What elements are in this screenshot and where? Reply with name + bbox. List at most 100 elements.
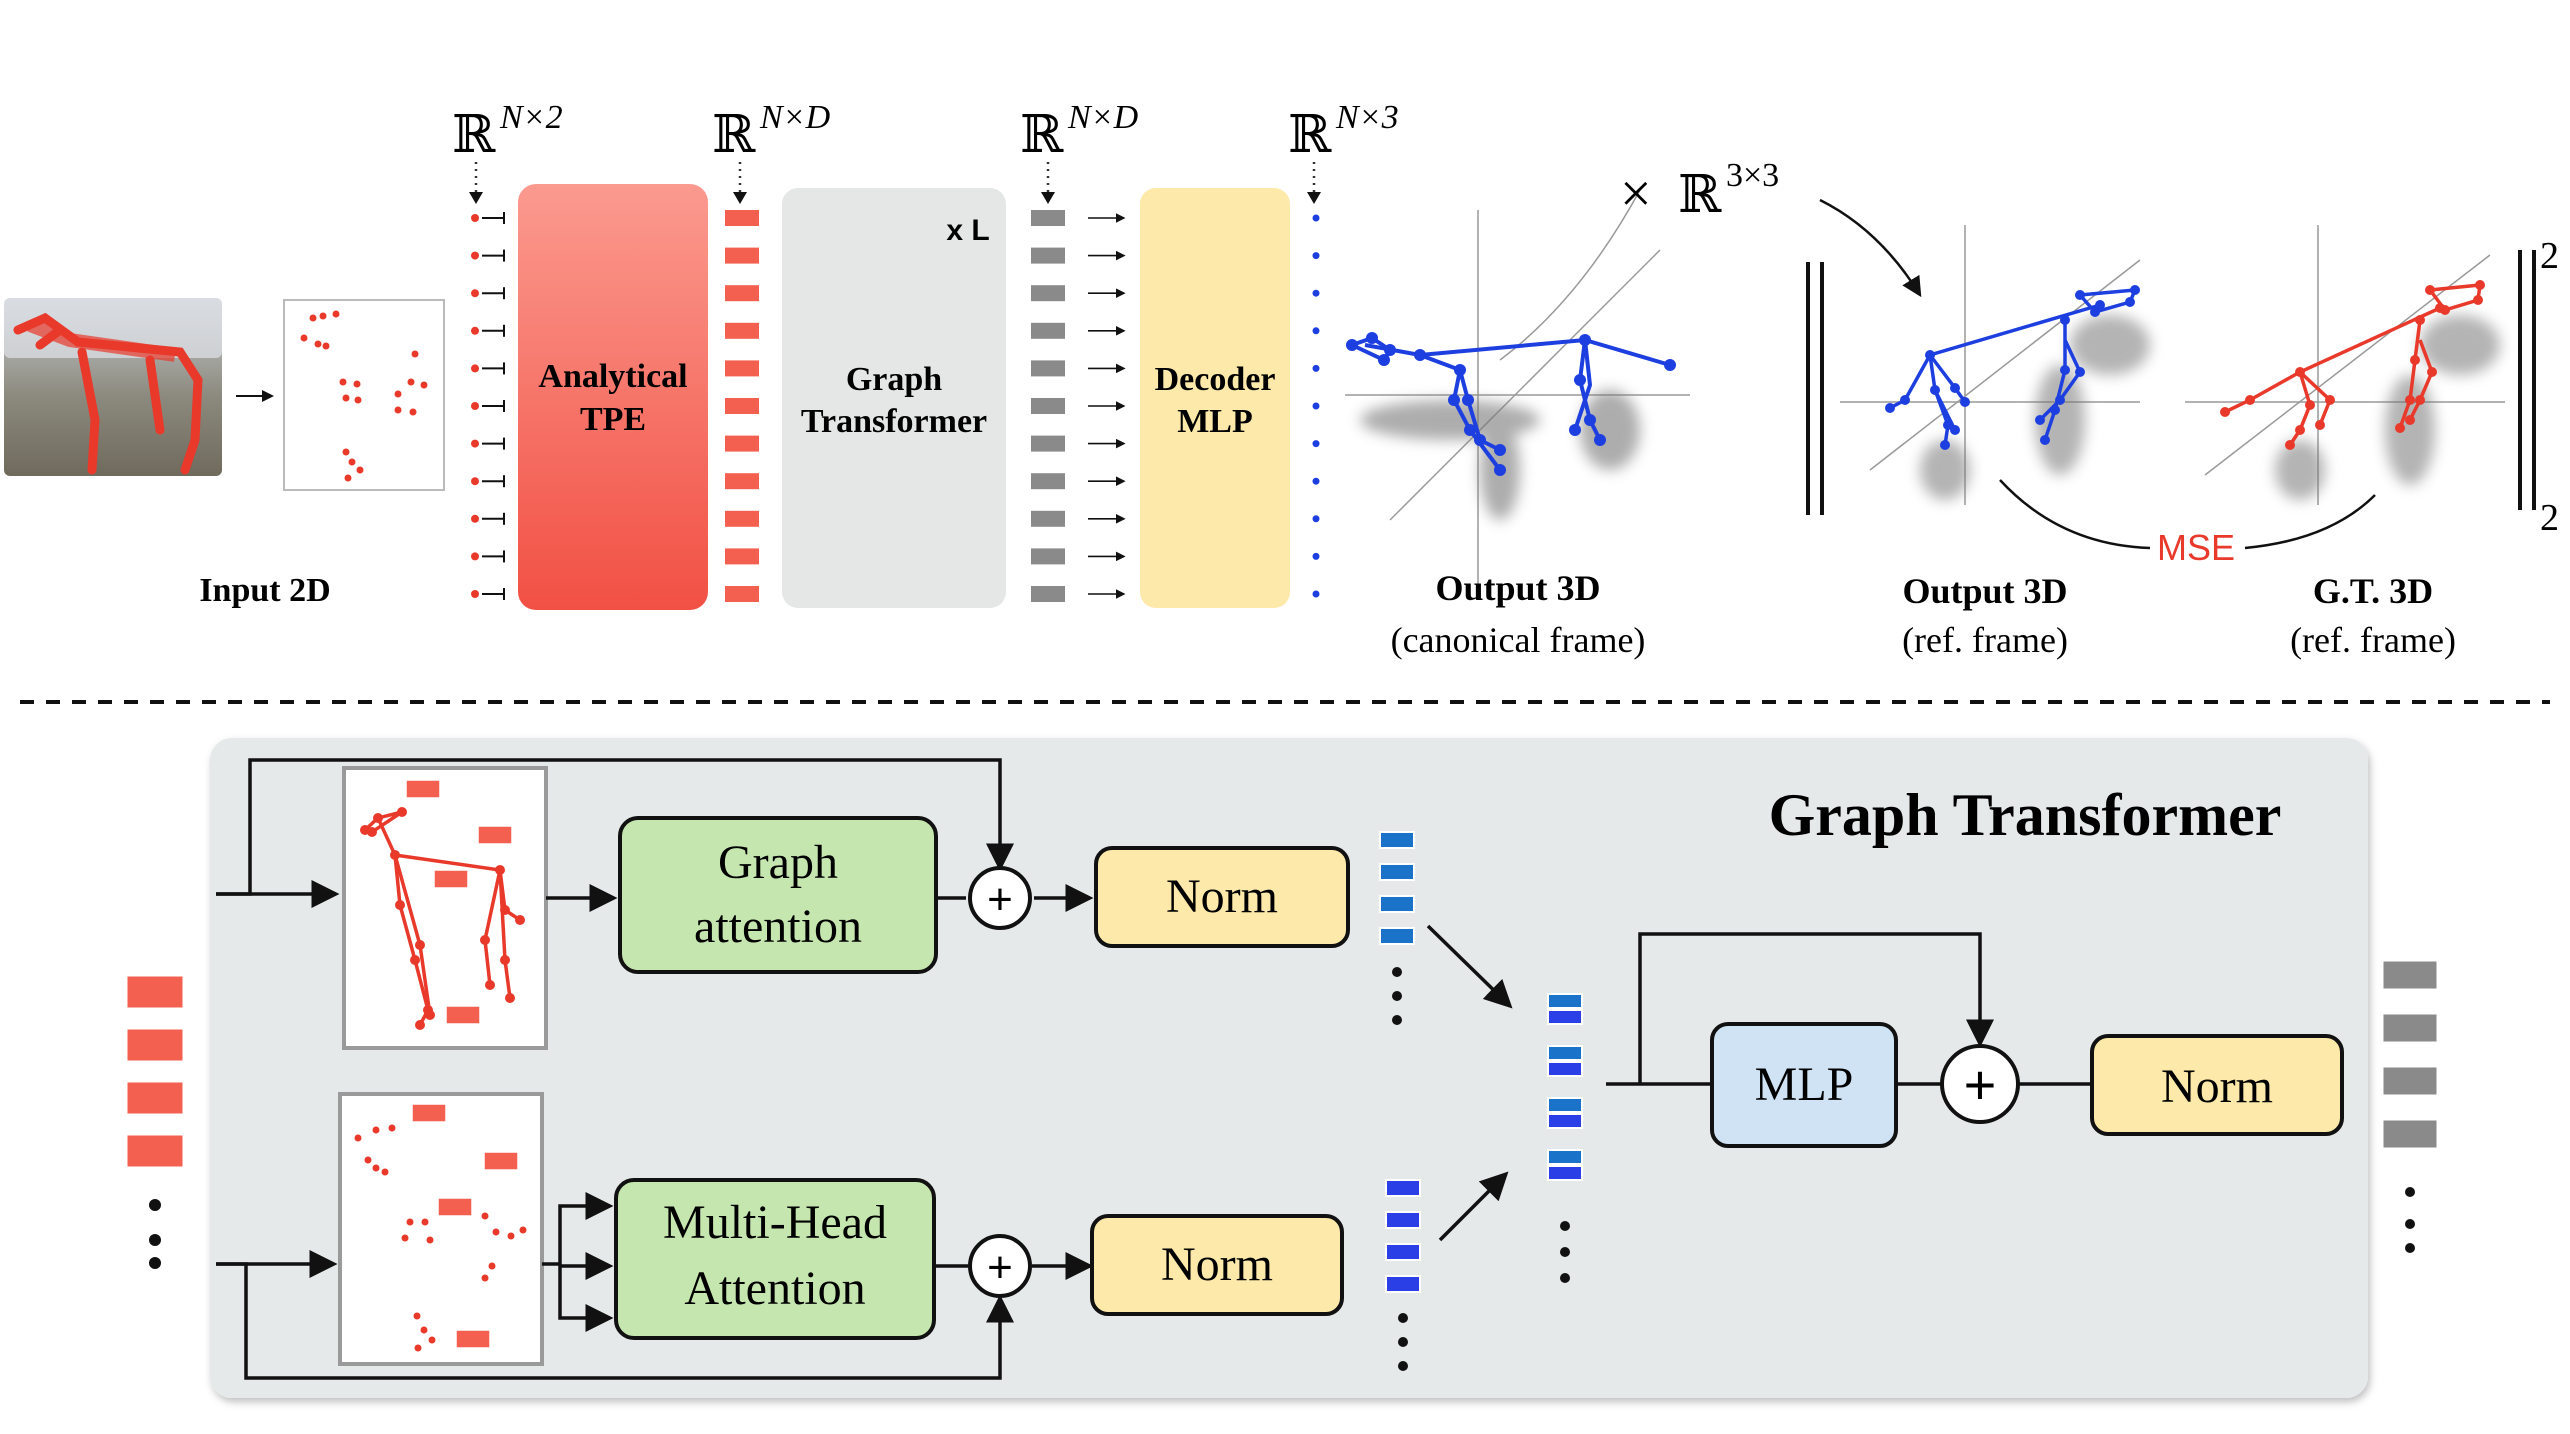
rotation-label: × ℝ 3×3	[1620, 157, 1779, 225]
dog-photo-image	[4, 298, 222, 476]
feature-stack-top	[1379, 831, 1415, 1025]
svg-text:MLP: MLP	[1755, 1058, 1854, 1111]
svg-text:Attention: Attention	[684, 1262, 865, 1315]
dim-label-nxd-1: ℝ N×D	[712, 99, 831, 164]
norm-subscript: 2	[2540, 497, 2559, 539]
gt-feature-cell	[1029, 208, 1067, 228]
output-joint-dot	[1312, 327, 1320, 335]
gt-3d-ref-subtitle: (ref. frame)	[2290, 620, 2456, 660]
analytical-tpe-block: Analytical TPE	[518, 184, 708, 610]
graph-attention-block: Graph attention	[618, 816, 938, 974]
skeleton-3d-plot-gt-ref	[2185, 225, 2505, 505]
gt-feature-cell	[1029, 320, 1067, 341]
gt-feature-cell	[1029, 433, 1067, 454]
output-joint-dot	[1312, 252, 1320, 260]
output-joint-dot	[1312, 402, 1320, 410]
svg-text:Graph: Graph	[718, 836, 838, 889]
gt-feature-cell	[1029, 508, 1067, 529]
output-3d-canonical-subtitle: (canonical frame)	[1391, 620, 1646, 660]
output-joint-dot	[1312, 364, 1320, 372]
output-3d-ref-title: Output 3D	[1902, 571, 2067, 611]
tpe-feature-cell	[723, 245, 761, 266]
dim-label-nxd-2: ℝ N×D	[1020, 99, 1139, 164]
output-joint-dot	[1312, 440, 1320, 448]
gt-feature-cell	[1029, 471, 1067, 492]
multi-head-attention-block: Multi-Head Attention	[614, 1178, 936, 1340]
input-joint-dot	[471, 214, 479, 222]
output-joint-dot	[1312, 477, 1320, 485]
svg-text:TPE: TPE	[580, 401, 646, 438]
svg-text:Norm: Norm	[2161, 1060, 2273, 1113]
graph-transformer-title: Graph Transformer	[1769, 782, 2282, 848]
svg-text:Norm: Norm	[1161, 1238, 1273, 1291]
svg-text:Decoder: Decoder	[1155, 361, 1276, 398]
concatenated-feature-stack	[1547, 993, 1583, 1283]
gt-feature-column	[1029, 208, 1126, 604]
svg-text:N×2: N×2	[499, 99, 563, 136]
input-joint-dot	[471, 364, 479, 373]
norm-block-bottom: Norm	[1090, 1214, 1344, 1316]
feature-stack-bottom	[1385, 1179, 1421, 1371]
output-joint-dot	[1312, 289, 1320, 297]
svg-text:ℝ: ℝ	[1678, 167, 1722, 224]
output-joint-dot	[1312, 590, 1320, 598]
tpe-feature-cell	[723, 546, 761, 567]
output-joint-column	[1312, 214, 1320, 598]
gt-feature-cell	[1029, 245, 1067, 266]
svg-text:Transformer: Transformer	[801, 403, 987, 440]
tpe-feature-column	[723, 208, 761, 604]
tpe-feature-cell	[723, 433, 761, 454]
input-joint-dot	[471, 477, 479, 486]
gt-feature-cell	[1029, 283, 1067, 304]
tpe-feature-cell	[723, 320, 761, 341]
norm-bars-left	[1806, 262, 1824, 515]
output-joint-dot	[1312, 515, 1320, 523]
svg-text:+: +	[987, 875, 1013, 924]
input-feature-stack	[124, 973, 186, 1170]
mse-arc	[1999, 479, 2151, 550]
input-joint-column	[471, 212, 505, 600]
norm-superscript: 2	[2540, 235, 2559, 277]
svg-text:MLP: MLP	[1177, 403, 1253, 440]
tpe-feature-cell	[723, 471, 761, 492]
output-3d-ref-subtitle: (ref. frame)	[1902, 620, 2068, 660]
svg-text:Graph: Graph	[846, 361, 942, 398]
tpe-feature-cell	[723, 358, 761, 379]
svg-text:Analytical: Analytical	[538, 358, 687, 395]
svg-text:N×D: N×D	[1067, 99, 1139, 136]
tpe-feature-cell	[723, 584, 761, 604]
tpe-feature-cell	[723, 396, 761, 416]
svg-text:ℝ: ℝ	[1288, 107, 1332, 164]
gt-feature-cell	[1029, 358, 1067, 379]
input-2d-caption: Input 2D	[199, 572, 330, 609]
norm-block-top: Norm	[1094, 846, 1350, 948]
skeleton-3d-plot-output-ref	[1840, 225, 2150, 505]
output-joint-dot	[1312, 214, 1320, 222]
input-joint-dot	[471, 590, 479, 598]
output-3d-canonical-title: Output 3D	[1435, 568, 1600, 608]
svg-text:ℝ: ℝ	[712, 107, 756, 164]
keypoint-scatter-plot	[283, 299, 445, 491]
plus-icon: +	[1940, 1044, 2020, 1124]
graph-skeleton-image	[342, 766, 548, 1050]
svg-text:N×3: N×3	[1335, 99, 1399, 136]
mlp-block: MLP	[1710, 1022, 1898, 1148]
input-joint-dot	[471, 439, 479, 448]
plus-icon: +	[968, 1234, 1032, 1298]
svg-text:attention: attention	[694, 900, 862, 953]
svg-text:Multi-Head: Multi-Head	[663, 1196, 887, 1249]
svg-text:+: +	[1964, 1053, 1997, 1116]
input-joint-dot	[471, 326, 479, 335]
input-joint-dot	[471, 289, 479, 298]
output-feature-stack	[2380, 958, 2440, 1253]
svg-text:ℝ: ℝ	[1020, 107, 1064, 164]
rotation-arrow	[1819, 198, 1922, 298]
gt-feature-cell	[1029, 584, 1067, 604]
dim-label-nx2: ℝ N×2	[452, 99, 563, 164]
input-joint-dot	[471, 552, 479, 561]
attention-keypoint-image	[338, 1092, 544, 1366]
svg-text:+: +	[987, 1243, 1013, 1292]
decoder-mlp-block: Decoder MLP	[1140, 188, 1290, 608]
input-joint-dot	[471, 514, 479, 523]
